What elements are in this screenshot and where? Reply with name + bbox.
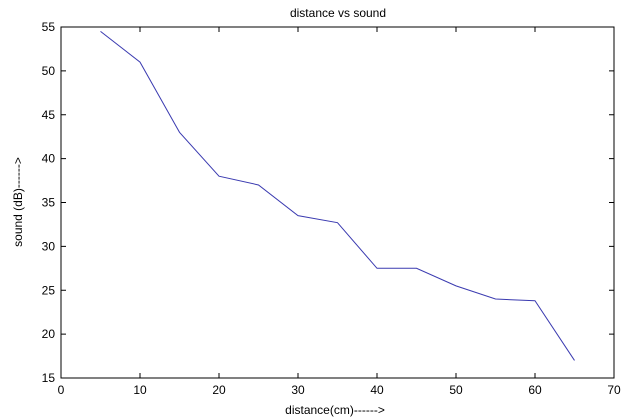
x-tick-label: 50 xyxy=(449,383,463,397)
y-tick-label: 50 xyxy=(42,64,56,78)
y-tick-label: 45 xyxy=(42,108,56,122)
y-tick-label: 40 xyxy=(42,152,56,166)
series-group xyxy=(100,30,575,361)
x-tick-label: 20 xyxy=(212,383,226,397)
plot-area xyxy=(60,26,615,379)
series-line xyxy=(100,30,575,361)
x-tick-label: 60 xyxy=(528,383,542,397)
y-tick-label: 20 xyxy=(42,327,56,341)
x-tick-label: 70 xyxy=(607,383,621,397)
y-axis-label: sound (dB)------> xyxy=(11,157,25,247)
y-tick-label: 25 xyxy=(42,283,56,297)
x-axis-ticks: 0 10 20 30 40 50 60 70 xyxy=(58,27,621,397)
y-tick-label: 15 xyxy=(42,371,56,385)
y-tick-label: 55 xyxy=(42,20,56,34)
y-axis-ticks: 15 20 25 30 35 40 45 50 55 xyxy=(42,20,614,385)
y-tick-label: 30 xyxy=(42,239,56,253)
x-tick-label: 40 xyxy=(370,383,384,397)
y-tick-label: 35 xyxy=(42,196,56,210)
x-axis-label: distance(cm)------> xyxy=(285,403,385,417)
x-tick-label: 0 xyxy=(58,383,65,397)
x-tick-label: 10 xyxy=(133,383,147,397)
chart-title: distance vs sound xyxy=(290,6,386,20)
x-tick-label: 30 xyxy=(291,383,305,397)
